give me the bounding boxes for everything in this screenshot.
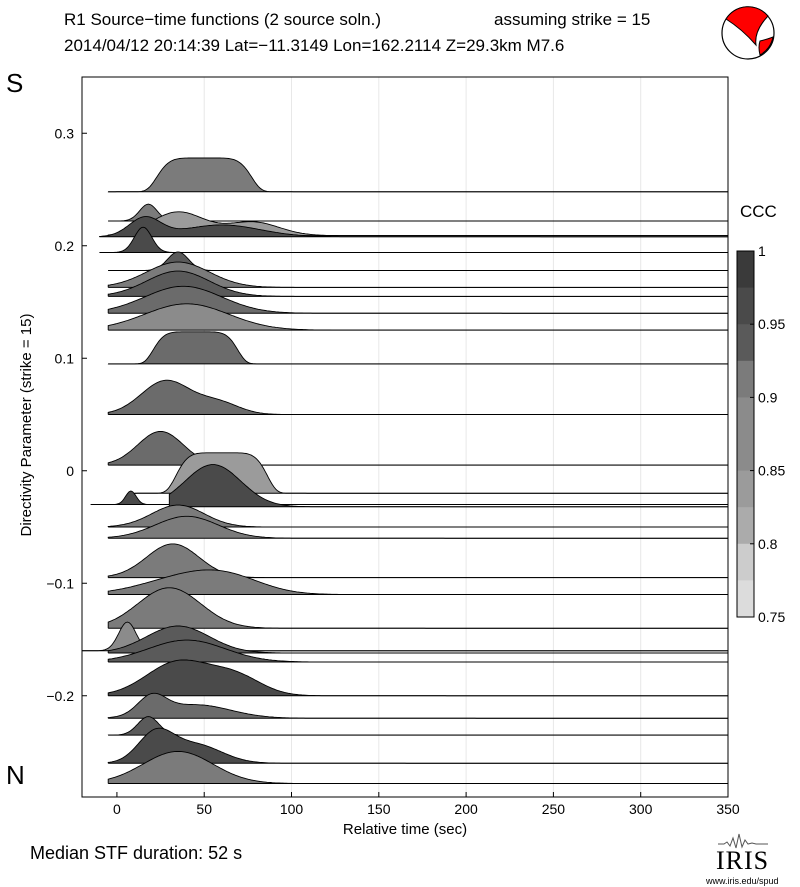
colorbar: 1 0.95 0.9 0.85 0.8 0.75	[736, 243, 785, 625]
stf-1-fill	[108, 158, 728, 192]
y-tick-label: 0.2	[55, 238, 75, 254]
stf-12-fill	[108, 380, 728, 415]
colorbar-bin	[737, 287, 754, 325]
colorbar-bin	[737, 251, 754, 289]
stf-10	[107, 303, 728, 331]
colorbar-tick-label: 0.75	[758, 609, 785, 625]
stf-20	[107, 569, 728, 595]
south-label: S	[6, 68, 24, 98]
stf-25	[107, 659, 728, 697]
stf-3-fill	[99, 216, 728, 237]
stf-21	[107, 587, 728, 629]
iris-logo-text: IRIS	[716, 846, 770, 875]
strike-assumption: assuming strike = 15	[494, 10, 651, 29]
axes: 0 50 100 150 200 250 300 350 0.3 0.2 0.1 0 −0.1 −0.2 R…	[18, 125, 740, 838]
colorbar-tick-label: 0.95	[758, 316, 785, 332]
stf-18	[107, 515, 728, 539]
colorbar-bin	[737, 324, 754, 362]
colorbar-bin	[737, 397, 754, 435]
stf-10-fill	[108, 303, 728, 331]
colorbar-bin	[737, 470, 754, 508]
stf-16	[168, 464, 728, 508]
colorbar-bin	[737, 507, 754, 545]
colorbar-bin	[737, 580, 754, 618]
colorbar-frame	[736, 250, 755, 618]
colorbar-bin	[737, 434, 754, 472]
colorbar-tick-label: 0.9	[758, 389, 778, 405]
y-tick-label: −0.2	[46, 688, 74, 704]
beachball	[721, 6, 775, 60]
x-axis-label: Relative time (sec)	[343, 821, 467, 838]
stf-18-fill	[108, 516, 728, 539]
stf-20-fill	[108, 569, 728, 595]
iris-url: www.iris.edu/spud	[706, 876, 779, 886]
stf-11-fill	[108, 331, 728, 364]
event-info: 2014/04/12 20:14:39 Lat=−11.3149 Lon=162…	[64, 36, 565, 55]
x-tick-label: 200	[454, 801, 478, 817]
x-tick-label: 150	[367, 801, 391, 817]
x-tick-label: 300	[629, 801, 653, 817]
stf-5	[99, 226, 728, 253]
stf-12	[107, 379, 728, 415]
x-tick-label: 0	[113, 801, 121, 817]
colorbar-bin	[737, 360, 754, 398]
stf-11	[107, 331, 728, 365]
chart-title: R1 Source−time functions (2 source soln.…	[64, 10, 382, 29]
plot-frame	[81, 76, 729, 798]
y-tick-label: 0	[66, 463, 74, 479]
iris-seismogram-icon	[718, 833, 768, 849]
median-duration: Median STF duration: 52 s	[30, 843, 243, 863]
colorbar-tick-label: 0.8	[758, 536, 778, 552]
stf-29-fill	[108, 751, 728, 784]
stf-1	[107, 157, 728, 193]
colorbar-tick-label: 1	[758, 243, 766, 259]
north-label: N	[6, 760, 25, 790]
stf-26-fill	[108, 693, 728, 719]
stf-3	[99, 216, 728, 238]
stf-25-fill	[108, 660, 728, 696]
stf-26	[107, 692, 728, 719]
stf-series	[81, 157, 729, 784]
y-tick-label: 0.1	[55, 350, 75, 366]
y-axis-label: Directivity Parameter (strike = 15)	[18, 314, 35, 537]
colorbar-tick-label: 0.85	[758, 463, 785, 479]
x-tick-label: 350	[716, 801, 740, 817]
stf-19-fill	[108, 543, 728, 578]
beachball-compression-north	[725, 6, 769, 47]
y-tick-label: 0.3	[55, 125, 75, 141]
x-tick-label: 250	[542, 801, 566, 817]
y-tick-label: −0.1	[46, 575, 74, 591]
colorbar-bin	[737, 543, 754, 581]
stf-24	[107, 639, 728, 663]
x-tick-label: 100	[280, 801, 304, 817]
stf-29	[107, 750, 728, 784]
x-tick-label: 50	[196, 801, 212, 817]
stf-21-fill	[108, 587, 728, 629]
colorbar-title: CCC	[740, 202, 777, 221]
beachball-compression-south	[758, 36, 774, 56]
